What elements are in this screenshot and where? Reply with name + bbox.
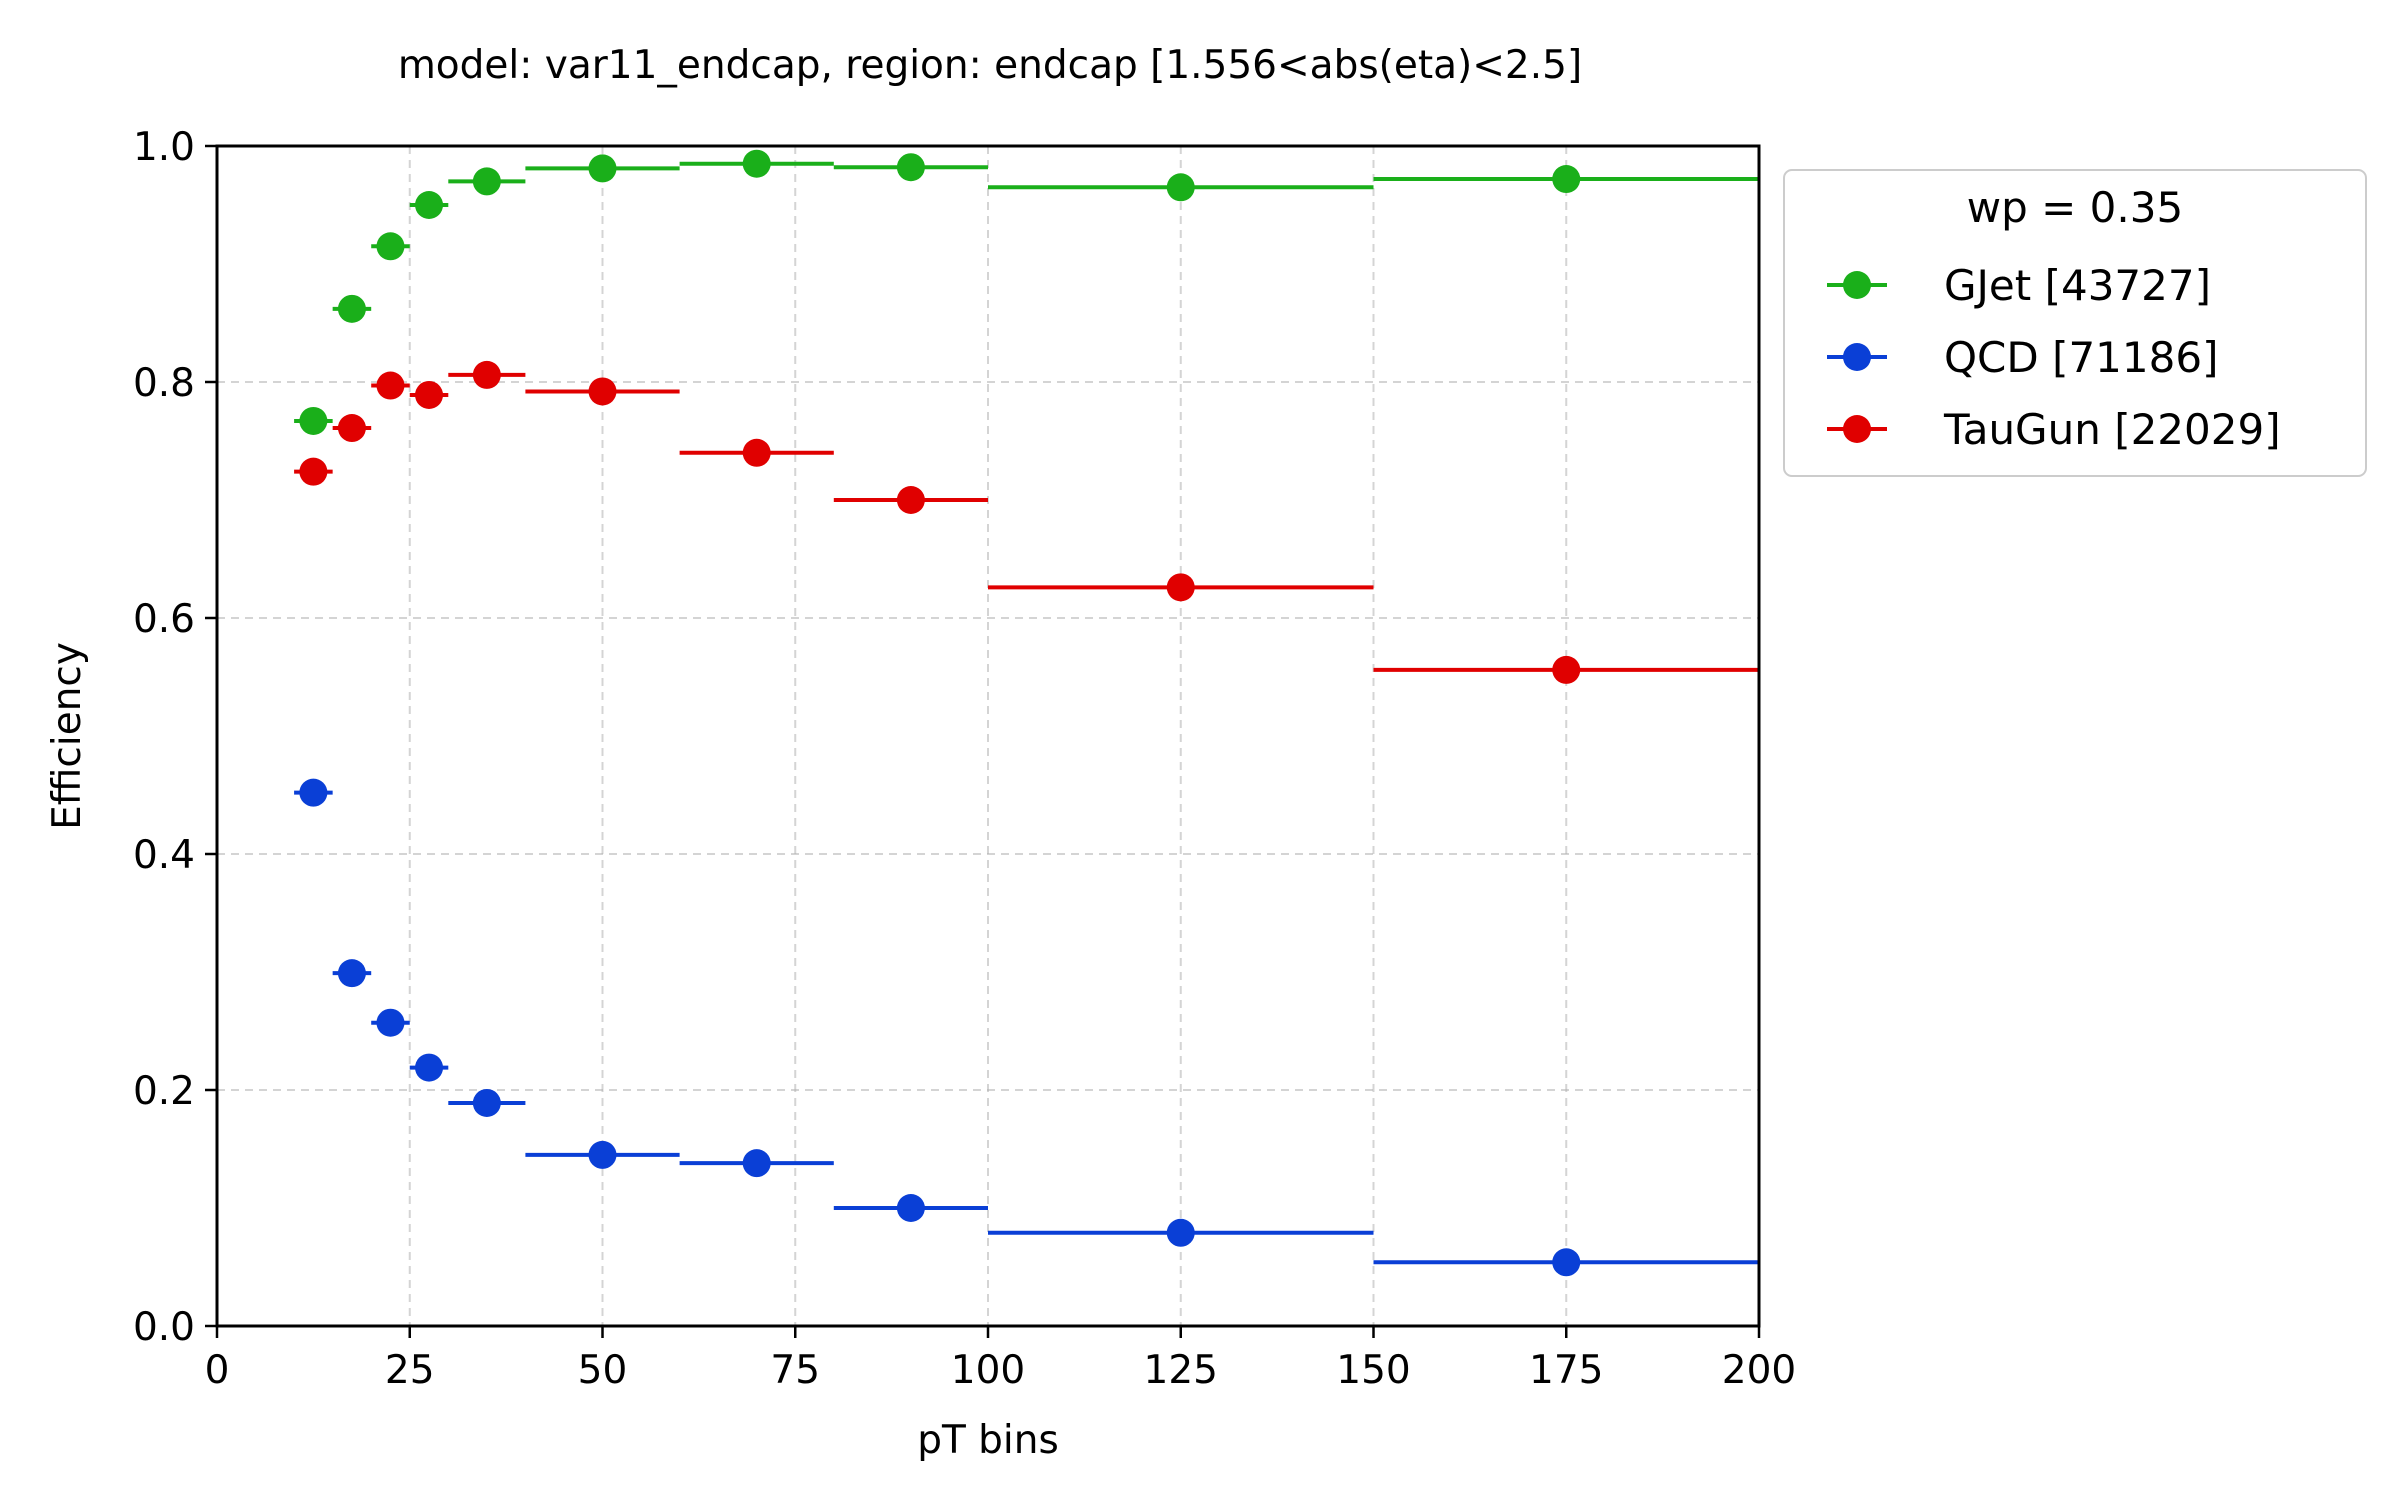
data-point [472, 167, 501, 196]
x-axis-label: pT bins [917, 1418, 1059, 1463]
data-point [742, 1149, 771, 1178]
data-point [376, 1008, 405, 1037]
data-point [1552, 655, 1581, 684]
series-2 [294, 360, 1759, 684]
data-point [472, 360, 501, 389]
x-tick-label: 100 [951, 1348, 1025, 1393]
x-tick-label: 50 [578, 1348, 628, 1393]
data-point [415, 380, 444, 409]
data-point [742, 438, 771, 467]
legend-marker [1843, 271, 1871, 299]
legend-label: GJet [43727] [1944, 261, 2211, 310]
data-point [588, 154, 617, 183]
legend-marker [1843, 415, 1871, 443]
x-tick-label: 25 [385, 1348, 435, 1393]
data-point [376, 371, 405, 400]
data-point [1166, 173, 1195, 202]
data-point [742, 149, 771, 178]
y-tick-label: 0.0 [133, 1305, 195, 1350]
data-point [415, 1053, 444, 1082]
data-point [1166, 1218, 1195, 1247]
data-point [1552, 165, 1581, 194]
x-tick-label: 200 [1722, 1348, 1796, 1393]
data-point [896, 153, 925, 182]
data-point [1166, 573, 1195, 602]
legend: wp = 0.35 GJet [43727] QCD [71186] TauGun … [1783, 169, 2367, 477]
data-point [415, 191, 444, 219]
data-point [1552, 1248, 1581, 1277]
legend-label: QCD [71186] [1944, 333, 2218, 382]
legend-entries: GJet [43727] QCD [71186] TauGun [22029] [1827, 261, 2281, 454]
legend-entry: QCD [71186] [1827, 333, 2218, 382]
data-point [337, 959, 366, 988]
data-point [299, 457, 328, 486]
x-tick-label: 0 [205, 1348, 230, 1393]
data-point [337, 294, 366, 323]
data-point [299, 778, 328, 807]
x-tick-label: 75 [770, 1348, 820, 1393]
data-point [299, 406, 328, 435]
data-point [588, 1140, 617, 1169]
legend-marker [1843, 343, 1871, 371]
legend-entry: GJet [43727] [1827, 261, 2211, 310]
data-point [588, 377, 617, 406]
chart-title: model: var11_endcap, region: endcap [1.5… [398, 43, 1582, 88]
legend-label: TauGun [22029] [1943, 405, 2281, 454]
data-point [376, 232, 405, 261]
y-tick-label: 0.6 [133, 597, 195, 642]
y-tick-label: 0.4 [133, 833, 195, 878]
data-point [896, 486, 925, 514]
data-point [472, 1088, 501, 1117]
legend-title: wp = 0.35 [1967, 183, 2183, 232]
series-1 [294, 778, 1759, 1277]
legend-box [1783, 169, 2367, 477]
x-tick-label: 125 [1144, 1348, 1218, 1393]
legend-entry: TauGun [22029] [1827, 405, 2281, 454]
data-point [896, 1194, 925, 1222]
data-layer [294, 149, 1759, 1277]
series-0 [294, 149, 1759, 435]
x-tick-label: 175 [1529, 1348, 1603, 1393]
grid-layer [217, 146, 1759, 1326]
x-tick-label: 150 [1336, 1348, 1410, 1393]
y-tick-label: 0.8 [133, 361, 195, 406]
data-point [337, 414, 366, 443]
y-tick-label: 1.0 [133, 125, 195, 170]
tick-layer: 0 25 50 75 100 125 150 175 200 0.0 0.2 0.4 0.6 0.8 1.0 [133, 125, 1796, 1393]
y-axis-label: Efficiency [45, 642, 90, 830]
y-tick-label: 0.2 [133, 1069, 195, 1114]
